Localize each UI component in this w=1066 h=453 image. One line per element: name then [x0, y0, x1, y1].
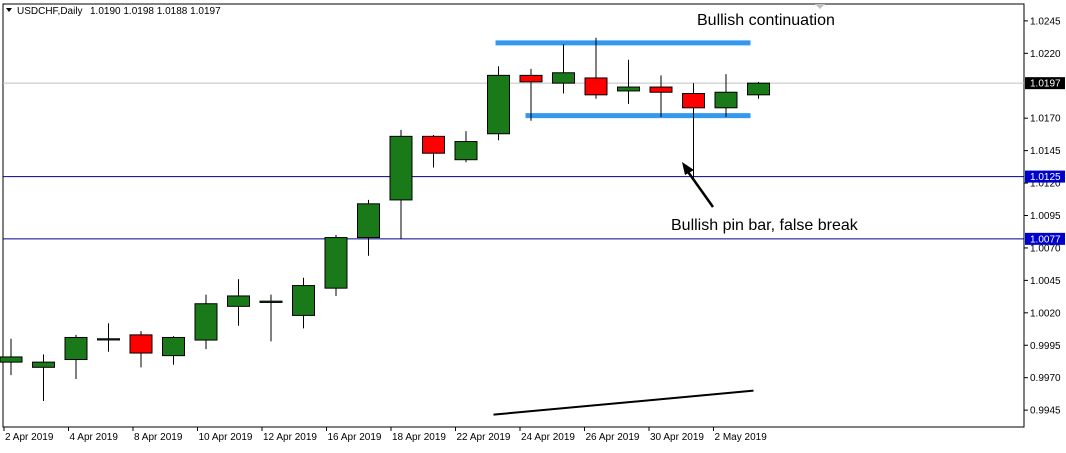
x-tick-label: 8 Apr 2019 — [134, 432, 183, 443]
y-tick-label: 1.0120 — [1030, 179, 1061, 190]
level-price-label-box — [1025, 232, 1065, 245]
y-tick-label: 0.9995 — [1030, 341, 1061, 352]
bear-candle — [519, 74, 543, 83]
x-tick-label: 12 Apr 2019 — [263, 432, 317, 443]
plot-frame — [2, 3, 1025, 428]
annotation-pin-bar: Bullish pin bar, false break — [671, 217, 859, 234]
bear-candle — [129, 334, 153, 354]
bear-candle — [649, 86, 673, 93]
y-tick-label: 1.0170 — [1030, 114, 1061, 125]
x-tick-label: 10 Apr 2019 — [199, 432, 253, 443]
bull-candle — [454, 141, 478, 161]
x-tick-label: 16 Apr 2019 — [328, 432, 382, 443]
bull-candle — [552, 72, 575, 84]
bull-candle — [357, 203, 380, 239]
bear-candle — [584, 77, 608, 96]
symbol-timeframe: USDCHF,Daily — [17, 6, 83, 17]
bull-candle — [259, 300, 283, 303]
x-tick-label: 2 Apr 2019 — [5, 432, 54, 443]
ohlc-values: 1.0190 1.0198 1.0188 1.0197 — [90, 6, 221, 17]
bull-candle — [324, 237, 348, 289]
annotation-arrow-line — [684, 168, 715, 208]
arrow-head-icon — [682, 162, 694, 175]
bull-candle — [0, 356, 23, 363]
y-tick-label: 0.9945 — [1030, 406, 1061, 417]
bull-candle — [194, 303, 218, 341]
y-tick-label: 1.0045 — [1030, 276, 1061, 287]
y-tick-label: 1.0145 — [1030, 146, 1061, 157]
bull-candle — [97, 338, 120, 341]
bull-candle — [292, 285, 315, 316]
x-tick-label: 4 Apr 2019 — [70, 432, 119, 443]
x-tick-label: 22 Apr 2019 — [457, 432, 511, 443]
bear-candle — [422, 135, 445, 154]
level-price-label-box — [1025, 170, 1065, 183]
bull-candle — [487, 74, 510, 135]
annotation-bullish-continuation: Bullish continuation — [697, 12, 835, 29]
bull-candle — [747, 82, 770, 96]
chart-shift-marker — [815, 4, 825, 9]
bull-candle — [32, 361, 55, 368]
level-price-label: 1.0125 — [1030, 172, 1061, 183]
current-price-label: 1.0197 — [1030, 79, 1061, 90]
x-tick-label: 30 Apr 2019 — [650, 432, 704, 443]
x-tick-label: 2 May 2019 — [715, 432, 768, 443]
bear-candle — [682, 93, 705, 109]
x-tick-label: 18 Apr 2019 — [392, 432, 446, 443]
current-price-label-box — [1025, 77, 1065, 90]
x-tick-label: 26 Apr 2019 — [586, 432, 640, 443]
y-tick-label: 1.0070 — [1030, 243, 1061, 254]
y-tick-label: 1.0095 — [1030, 211, 1061, 222]
x-tick-label: 24 Apr 2019 — [521, 432, 575, 443]
bull-candle — [714, 91, 738, 109]
bull-candle — [389, 135, 413, 201]
bull-candle — [617, 86, 640, 92]
bull-candle — [162, 336, 185, 357]
y-tick-label: 1.0245 — [1030, 16, 1061, 27]
y-tick-label: 0.9970 — [1030, 373, 1061, 384]
trend-line — [493, 389, 754, 416]
level-price-label: 1.0077 — [1030, 234, 1061, 245]
y-tick-label: 1.0220 — [1030, 49, 1061, 60]
bull-candle — [64, 336, 88, 361]
bull-candle — [227, 295, 250, 307]
y-tick-label: 1.0020 — [1030, 308, 1061, 319]
dropdown-arrow-icon[interactable] — [6, 8, 12, 12]
